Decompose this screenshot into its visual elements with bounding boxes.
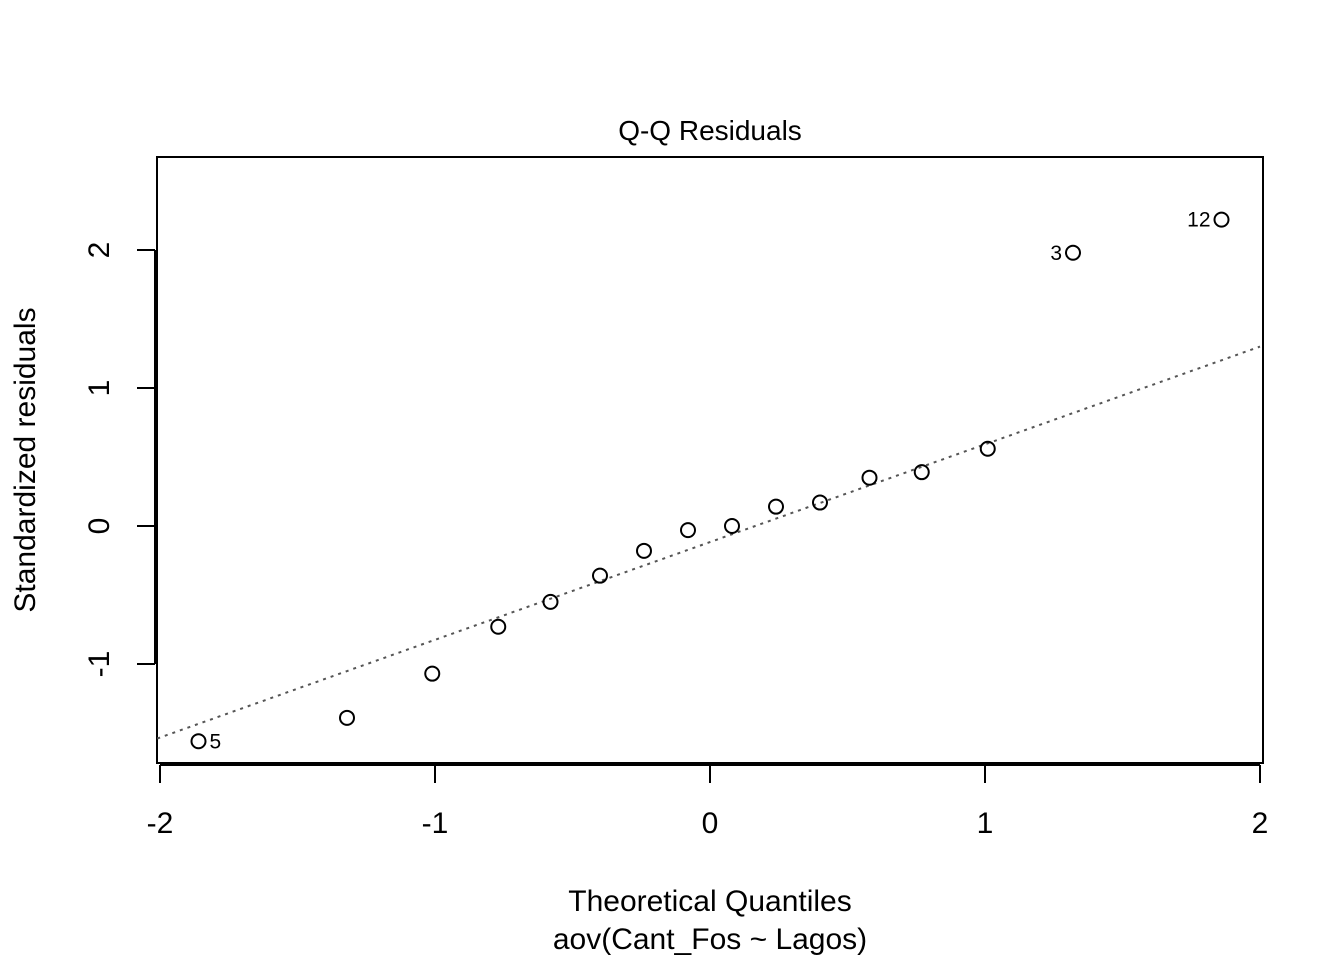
data-point [339, 709, 355, 726]
x-axis: -2 -1 0 1 2 [147, 764, 1269, 840]
data-point [592, 567, 608, 584]
x-axis-sublabel: aov(Cant_Fos ~ Lagos) [553, 923, 867, 956]
x-axis-label: Theoretical Quantiles [568, 885, 851, 918]
x-tick-label: 0 [702, 807, 719, 840]
reference-line [157, 345, 1261, 740]
y-tick-label: 1 [83, 380, 116, 397]
y-tick-label: 0 [83, 518, 116, 535]
y-tick-label: 2 [83, 242, 116, 259]
data-point [913, 464, 930, 481]
chart-title: Q-Q Residuals [618, 115, 802, 146]
y-tick-label: -1 [83, 651, 116, 678]
data-point [861, 469, 878, 486]
x-tick-label: -2 [147, 807, 174, 840]
data-point [768, 498, 784, 515]
data-point [542, 593, 559, 610]
y-axis-label: Standardized residuals [9, 307, 42, 612]
data-point [979, 440, 996, 457]
data-point [1065, 244, 1081, 261]
data-points-layer: 5 3 12 [190, 209, 1230, 753]
reference-line-layer [157, 345, 1261, 740]
data-point [424, 665, 441, 682]
data-point [1213, 211, 1230, 228]
data-point [812, 494, 828, 511]
point-label: 3 [1050, 242, 1062, 265]
point-label: 5 [210, 730, 222, 753]
x-tick-label: 1 [977, 807, 994, 840]
y-axis: -1 0 1 2 [83, 242, 156, 678]
x-tick-label: -1 [422, 807, 449, 840]
x-tick-label: 2 [1252, 807, 1269, 840]
point-label: 12 [1187, 209, 1210, 232]
plot-frame [156, 156, 1264, 764]
data-point [490, 618, 507, 635]
data-point [724, 518, 740, 534]
data-point [680, 522, 696, 539]
data-point [190, 733, 207, 750]
data-point [636, 542, 652, 559]
